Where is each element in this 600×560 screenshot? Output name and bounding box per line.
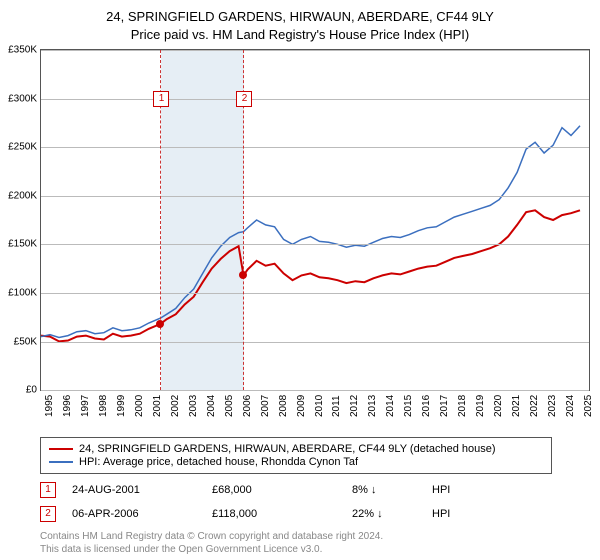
footer: Contains HM Land Registry data © Crown c…: [40, 530, 588, 556]
title-line1: 24, SPRINGFIELD GARDENS, HIRWAUN, ABERDA…: [106, 9, 494, 24]
footer-line1: Contains HM Land Registry data © Crown c…: [40, 531, 383, 542]
footer-line2: This data is licensed under the Open Gov…: [40, 544, 322, 555]
legend-row-blue: HPI: Average price, detached house, Rhon…: [49, 456, 543, 468]
plot-svg: [41, 50, 589, 390]
sale-pct: 8% ↓: [352, 484, 432, 496]
sale-date: 06-APR-2006: [72, 508, 212, 520]
sale-price: £68,000: [212, 484, 352, 496]
sale-date: 24-AUG-2001: [72, 484, 212, 496]
chart-title: 24, SPRINGFIELD GARDENS, HIRWAUN, ABERDA…: [12, 8, 588, 43]
legend-swatch-red: [49, 448, 73, 450]
sale-marker: 2: [40, 506, 56, 522]
sales-list: 1 24-AUG-2001£68,0008% ↓HPI 2 06-APR-2006£1…: [12, 482, 588, 522]
legend-swatch-blue: [49, 461, 73, 463]
sale-price: £118,000: [212, 508, 352, 520]
sale-row: 2 06-APR-2006£118,00022% ↓HPI: [40, 506, 588, 522]
legend-label-red: 24, SPRINGFIELD GARDENS, HIRWAUN, ABERDA…: [79, 443, 496, 455]
plot-area: £0£50K£100K£150K£200K£250K£300K£350K1995…: [40, 49, 590, 391]
sale-row: 1 24-AUG-2001£68,0008% ↓HPI: [40, 482, 588, 498]
sale-cmp: HPI: [432, 484, 450, 496]
sale-pct: 22% ↓: [352, 508, 432, 520]
legend-box: 24, SPRINGFIELD GARDENS, HIRWAUN, ABERDA…: [40, 437, 552, 474]
sale-marker: 1: [40, 482, 56, 498]
sale-cmp: HPI: [432, 508, 450, 520]
legend-row-red: 24, SPRINGFIELD GARDENS, HIRWAUN, ABERDA…: [49, 443, 543, 455]
legend-label-blue: HPI: Average price, detached house, Rhon…: [79, 456, 358, 468]
title-line2: Price paid vs. HM Land Registry's House …: [131, 27, 469, 42]
chart-container: 24, SPRINGFIELD GARDENS, HIRWAUN, ABERDA…: [0, 0, 600, 560]
